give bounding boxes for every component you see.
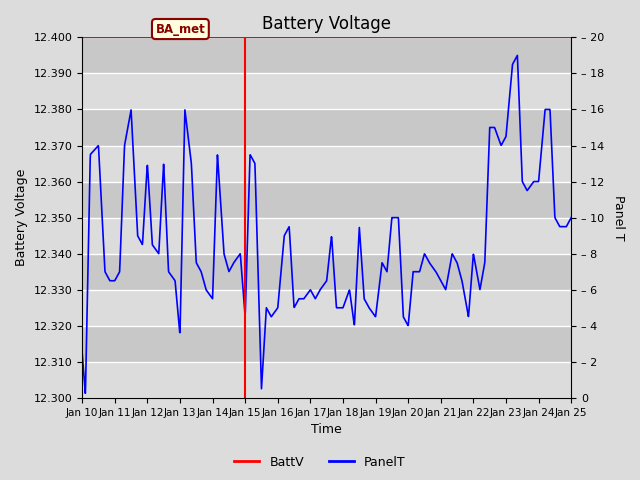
Y-axis label: Panel T: Panel T	[612, 195, 625, 240]
Bar	[82, 109, 571, 145]
Text: BA_met: BA_met	[156, 23, 205, 36]
Legend: BattV, PanelT: BattV, PanelT	[229, 451, 411, 474]
Bar	[82, 145, 571, 181]
Bar	[82, 37, 571, 73]
Bar	[82, 217, 571, 254]
X-axis label: Time: Time	[311, 423, 342, 436]
Y-axis label: Battery Voltage: Battery Voltage	[15, 169, 28, 266]
Bar	[82, 290, 571, 326]
Bar	[82, 254, 571, 290]
Bar	[82, 326, 571, 362]
Bar	[82, 73, 571, 109]
Bar	[82, 181, 571, 217]
Title: Battery Voltage: Battery Voltage	[262, 15, 391, 33]
Bar	[82, 362, 571, 398]
